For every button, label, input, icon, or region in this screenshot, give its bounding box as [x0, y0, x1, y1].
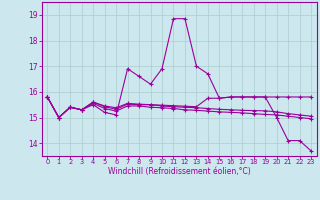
X-axis label: Windchill (Refroidissement éolien,°C): Windchill (Refroidissement éolien,°C) — [108, 167, 251, 176]
